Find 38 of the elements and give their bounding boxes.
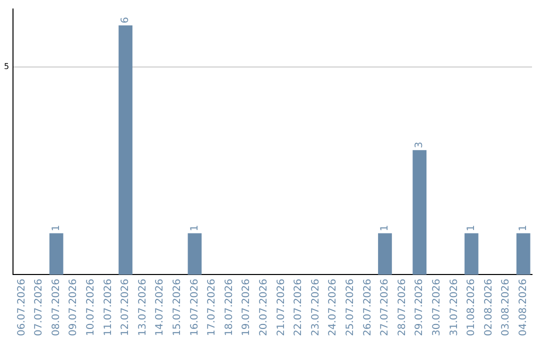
data-label: 1 xyxy=(380,224,391,232)
x-tick-label: 07.07.2026 xyxy=(34,278,45,336)
x-tick-label: 04.08.2026 xyxy=(518,278,529,336)
x-tick-label: 21.07.2026 xyxy=(276,278,287,336)
data-label: 6 xyxy=(120,17,132,24)
x-tick-label: 06.07.2026 xyxy=(16,278,28,336)
x-tick-label: 11.07.2026 xyxy=(102,278,114,336)
x-tick-label: 18.07.2026 xyxy=(224,278,235,336)
x-tick-label: 01.08.2026 xyxy=(466,278,478,336)
x-tick-label: 17.07.2026 xyxy=(206,278,218,336)
data-label: 3 xyxy=(414,142,426,148)
x-tick-label: 31.07.2026 xyxy=(448,278,460,336)
x-tick-label: 22.07.2026 xyxy=(293,278,304,336)
x-tick-label: 02.08.2026 xyxy=(483,278,494,336)
x-tick-label: 14.07.2026 xyxy=(154,278,166,336)
x-tick-label: 12.07.2026 xyxy=(120,278,132,336)
x-tick-label: 28.07.2026 xyxy=(396,278,408,336)
data-label: 1 xyxy=(189,224,200,232)
data-label: 1 xyxy=(518,224,529,232)
x-tick-label: 29.07.2026 xyxy=(414,278,426,336)
data-label: 1 xyxy=(466,224,478,232)
x-tick-label: 10.07.2026 xyxy=(86,278,97,336)
x-tick-label: 09.07.2026 xyxy=(68,278,80,336)
x-tick-label: 27.07.2026 xyxy=(380,278,391,336)
x-tick-label: 19.07.2026 xyxy=(241,278,252,336)
x-tick-label: 13.07.2026 xyxy=(137,278,148,336)
x-tick-label: 30.07.2026 xyxy=(431,278,442,336)
x-tick-label: 20.07.2026 xyxy=(258,278,270,336)
x-tick-label: 15.07.2026 xyxy=(172,278,184,336)
x-tick-label: 08.07.2026 xyxy=(50,278,62,336)
y-tick-label: 5 xyxy=(4,62,10,72)
x-tick-label: 23.07.2026 xyxy=(310,278,322,336)
x-tick-label: 26.07.2026 xyxy=(362,278,374,336)
x-tick-label: 16.07.2026 xyxy=(189,278,200,336)
data-label: 1 xyxy=(50,224,62,232)
x-tick-label: 24.07.2026 xyxy=(328,278,339,336)
x-tick-label: 03.08.2026 xyxy=(500,278,512,336)
x-tick-label: 25.07.2026 xyxy=(344,278,356,336)
